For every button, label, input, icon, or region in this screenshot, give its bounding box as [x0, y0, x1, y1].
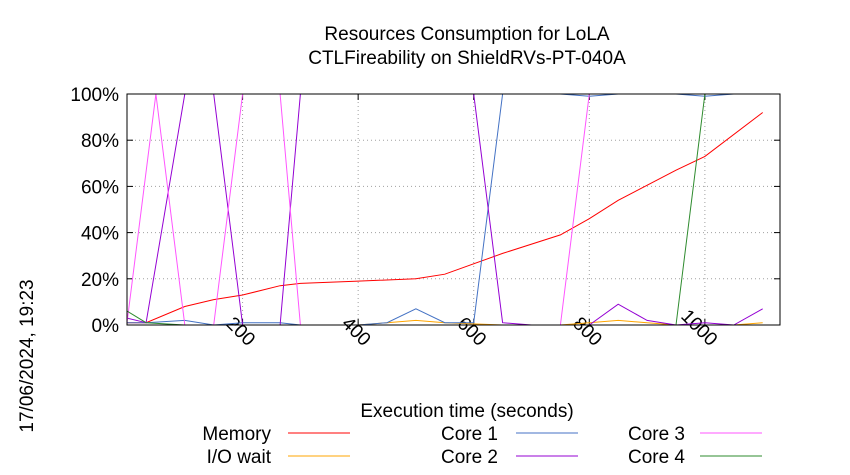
legend-label-core-2: Core 2 — [441, 447, 498, 468]
legend-label-core-4: Core 4 — [628, 447, 685, 468]
grid — [127, 94, 780, 325]
legend-label-core-1: Core 1 — [441, 424, 498, 445]
series-line-core-4 — [126, 93, 763, 326]
x-tick-label: 800 — [568, 313, 605, 350]
timestamp-label: 17/06/2024, 19:23 — [17, 279, 38, 432]
x-tick-label: 200 — [222, 313, 259, 350]
series-line-core-1 — [127, 93, 763, 326]
y-tick-label: 20% — [81, 270, 119, 291]
chart-subtitle: CTLFireability on ShieldRVs-PT-040A — [308, 48, 626, 69]
y-tick-label: 80% — [81, 131, 119, 152]
legend-label-core-3: Core 3 — [628, 424, 685, 445]
legend-label-i-o-wait: I/O wait — [207, 447, 272, 468]
x-axis-label: Execution time (seconds) — [360, 401, 573, 422]
y-tick-label: 0% — [92, 316, 120, 337]
series-line-memory — [127, 112, 764, 324]
x-tick-label: 600 — [453, 313, 490, 350]
series-line-core-3 — [126, 93, 763, 326]
plot-frame — [126, 93, 781, 326]
y-tick-label: 40% — [81, 224, 119, 245]
y-tick-label: 60% — [81, 177, 119, 198]
legend-label-memory: Memory — [202, 424, 271, 445]
x-tick-label: 400 — [337, 313, 374, 350]
series-line-core-2 — [126, 93, 763, 326]
chart-title: Resources Consumption for LoLA — [324, 24, 609, 45]
y-axis-ticks: 0% 20% 40% 60% 80% 100% — [70, 85, 780, 337]
y-tick-label: 100% — [70, 85, 119, 106]
x-tick-label: 1000 — [676, 306, 721, 351]
series-lines — [126, 93, 764, 326]
